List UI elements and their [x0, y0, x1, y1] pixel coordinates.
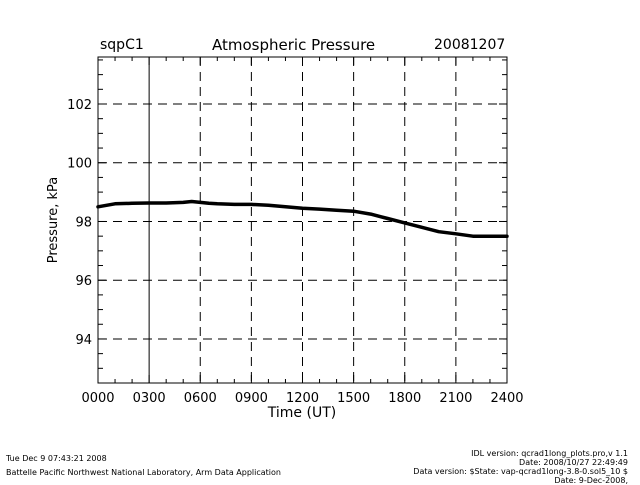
x-tick-label-0600: 0600	[184, 391, 217, 406]
x-tick-label-1500: 1500	[337, 391, 370, 406]
x-tick-label-2400: 2400	[490, 391, 523, 406]
data-version: Data version: $State: vap-qcrad1long-3.8…	[413, 467, 628, 476]
plot-frame	[97, 56, 508, 384]
footer-timestamp: Tue Dec 9 07:43:21 2008	[6, 454, 107, 463]
y-tick-label-94: 94	[75, 333, 92, 348]
y-tick-label-98: 98	[75, 215, 92, 230]
footer-org: Battelle Pacific Northwest National Labo…	[6, 468, 281, 477]
tick-labels: 0000 0300 0600 0900 1200 1500 1800 2100 2400 94 96…	[67, 98, 523, 406]
grid-lines	[98, 57, 507, 383]
x-tick-label-0900: 0900	[235, 391, 268, 406]
y-axis-label: Pressure, kPa	[46, 177, 61, 264]
y-tick-label-100: 100	[67, 157, 92, 172]
data-date: Date: 9-Dec-2008,	[554, 476, 628, 485]
x-tick-label-2100: 2100	[439, 391, 472, 406]
idl-date: Date: 2008/10/27 22:49:49	[519, 458, 628, 467]
x-tick-label-1200: 1200	[286, 391, 319, 406]
x-tick-label-0000: 0000	[81, 391, 114, 406]
y-tick-label-102: 102	[67, 98, 92, 113]
x-tick-label-0300: 0300	[133, 391, 166, 406]
site-label: sqpC1	[100, 37, 144, 53]
date-label: 20081207	[434, 37, 506, 53]
x-tick-label-1800: 1800	[388, 391, 421, 406]
pressure-series-line	[96, 199, 509, 238]
chart-title: Atmospheric Pressure	[212, 36, 376, 54]
idl-version: IDL version: qcrad1long_plots.pro,v 1.1	[471, 449, 628, 458]
x-axis-label: Time (UT)	[267, 405, 336, 421]
y-tick-label-96: 96	[75, 274, 92, 289]
